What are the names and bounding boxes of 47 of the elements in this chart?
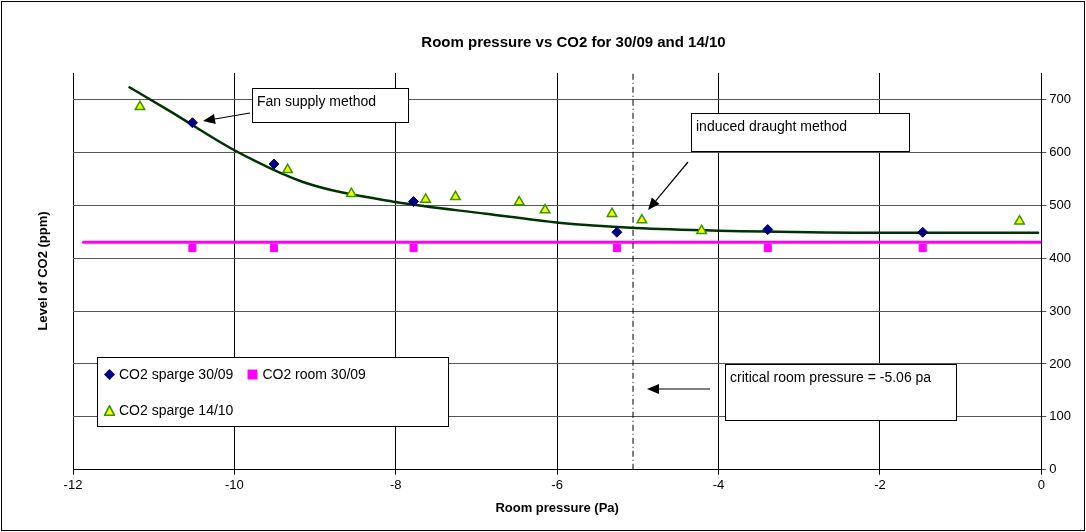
point — [420, 193, 432, 203]
y-tick-label: 0 — [1049, 461, 1057, 477]
chart-title: Room pressure vs CO2 for 30/09 and 14/10 — [421, 33, 726, 51]
x-tick-label: -12 — [63, 477, 83, 493]
y-tick-label: 400 — [1049, 249, 1072, 265]
x-tick-label: -4 — [712, 477, 725, 493]
point — [449, 190, 461, 201]
point — [763, 244, 772, 253]
point — [513, 195, 525, 206]
y-tick-label: 700 — [1049, 91, 1072, 107]
point — [1014, 214, 1026, 225]
y-tick-label: 300 — [1049, 302, 1072, 318]
callout-box: Fan supply method — [252, 88, 409, 123]
point — [188, 244, 197, 253]
point — [636, 213, 648, 224]
point — [539, 203, 551, 214]
x-tick-label: -8 — [389, 477, 402, 493]
point — [345, 187, 357, 198]
line-series — [128, 86, 1040, 235]
point — [611, 226, 623, 238]
x-tick-label: -6 — [551, 477, 563, 493]
point — [282, 163, 294, 174]
point — [409, 244, 418, 253]
y-tick-label: 100 — [1049, 408, 1072, 424]
point — [696, 224, 708, 235]
callout-box: critical room pressure = -5.06 pa — [725, 364, 957, 421]
point — [606, 207, 618, 218]
x-tick-label: -10 — [224, 477, 244, 493]
point — [268, 158, 280, 170]
point — [269, 244, 278, 253]
legend-label: CO2 room 30/09 — [262, 366, 366, 382]
x-axis-title: Room pressure (Pa) — [495, 499, 619, 515]
legend-label: CO2 sparge 30/09 — [119, 366, 234, 382]
point — [612, 244, 621, 253]
legend-label: CO2 sparge 14/10 — [119, 402, 234, 418]
y-tick-label: 500 — [1049, 196, 1072, 212]
point — [917, 226, 929, 238]
y-axis-title: Level of CO2 (ppm) — [34, 211, 50, 331]
x-tick-label: 0 — [1037, 477, 1045, 493]
point — [408, 196, 420, 208]
point — [762, 224, 774, 236]
callout-box: induced draught method — [691, 113, 910, 152]
y-tick-label: 200 — [1049, 355, 1072, 371]
x-tick-label: -2 — [874, 477, 886, 493]
y-tick-label: 600 — [1049, 143, 1072, 159]
point — [918, 244, 927, 253]
point — [134, 100, 146, 111]
